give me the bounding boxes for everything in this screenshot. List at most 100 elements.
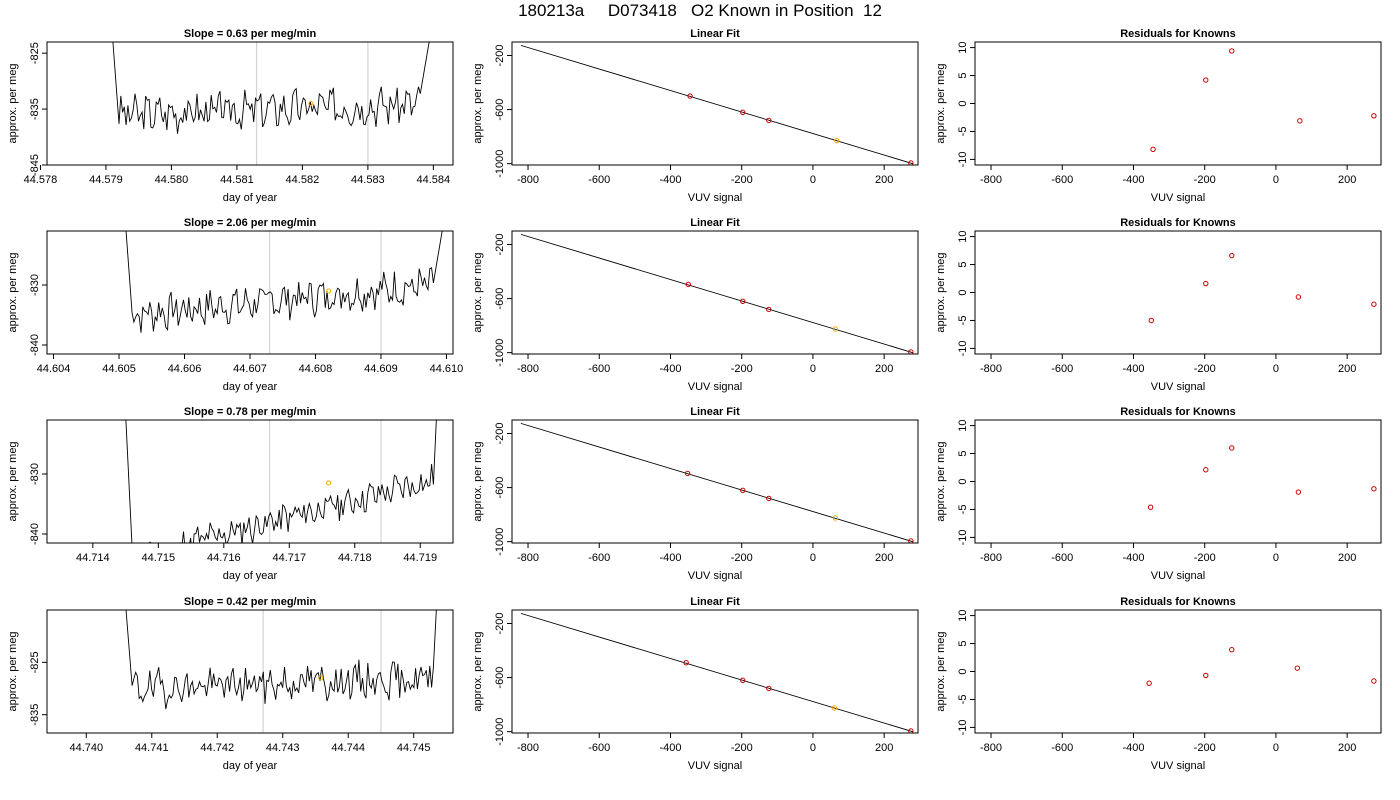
data-point [1294,665,1301,671]
y-tick-label: -10 [957,719,969,735]
x-axis-label: VUV signal [688,570,742,582]
x-axis-label: VUV signal [1151,192,1205,204]
plot-frame [511,230,919,355]
data-point [908,538,914,543]
x-tick-label: 44.744 [331,742,365,754]
x-tick-label: 44.742 [200,742,234,754]
x-tick-label: 44.579 [89,174,123,186]
chart-title: Linear Fit [690,28,740,40]
y-tick-label: -200 [494,234,506,256]
data-point [832,326,839,332]
y-tick-label: 10 [957,230,969,242]
data-point [740,677,746,683]
page-title: 180213a D073418 O2 Known in Position 12 [518,1,882,20]
x-tick-label: 44.607 [233,363,267,375]
x-axis-label: VUV signal [688,381,742,393]
y-tick-label: -1000 [494,718,506,746]
plot-area [125,420,437,543]
plot-frame [974,609,1382,734]
plot-area [125,231,443,354]
y-tick-label: 0 [957,478,969,484]
data-point [766,495,772,502]
x-tick-label: 44.740 [69,742,103,754]
chart-panel-2: Linear Fit -800 -600 -400 -200 0 200 -1000 -600 -… [472,28,919,204]
x-tick-label: 44.741 [135,742,169,754]
x-tick-label: -800 [517,742,539,754]
x-tick-label: 44.578 [24,174,58,186]
data-point [766,117,772,124]
series-line [125,610,437,710]
chart-title: Slope = 0.42 per meg/min [184,596,317,608]
chart-title: Slope = 0.63 per meg/min [184,28,317,40]
x-tick-label: 200 [1338,742,1356,754]
plot-frame [46,41,454,166]
x-tick-label: 44.743 [266,742,300,754]
x-tick-label: -800 [517,552,539,564]
y-tick-label: -1000 [494,339,506,367]
x-axis-label: VUV signal [688,760,742,772]
x-axis-label: VUV signal [688,192,742,204]
x-tick-label: 44.580 [155,174,189,186]
chart-title: Residuals for Knowns [1120,406,1236,418]
data-point [1229,48,1235,54]
y-tick-label: -845 [29,154,41,176]
x-tick-label: -400 [659,742,681,754]
chart-title: Residuals for Knowns [1120,28,1236,40]
plot-frame [511,609,919,734]
y-tick-label: -825 [29,651,41,673]
x-tick-label: 44.581 [220,174,254,186]
x-tick-label: -600 [588,174,610,186]
plot-frame [974,230,1382,355]
data-point [766,685,772,692]
data-point [766,306,772,313]
plot-frame [974,419,1382,544]
x-tick-label: 200 [875,552,893,564]
chart-panel-4: Slope = 2.06 per meg/min 44.604 44.605 44.6… [7,217,463,393]
y-tick-label: -10 [957,529,969,545]
y-tick-label: 10 [957,41,969,53]
x-tick-label: -400 [659,363,681,375]
data-point [908,728,914,733]
plot-frame [46,419,454,544]
x-tick-label: 0 [1273,174,1279,186]
y-tick-label: -600 [494,667,506,689]
plot-area [1147,445,1377,510]
x-tick-label: -600 [1051,552,1073,564]
y-tick-label: 0 [957,289,969,295]
data-point [1148,317,1154,324]
y-axis-label: approx. per meg [7,252,19,332]
data-point [1297,118,1303,124]
data-point [684,470,691,477]
x-tick-label: 44.714 [76,552,110,564]
y-axis-label: approx. per meg [472,631,484,711]
x-tick-label: -200 [1194,363,1216,375]
x-tick-label: 44.583 [351,174,385,186]
x-tick-label: 44.715 [141,552,175,564]
chart-panel-11: Linear Fit -800 -600 -400 -200 0 200 -1000 -600 -… [472,596,919,772]
x-tick-label: 44.584 [417,174,451,186]
chart-panel-10: Slope = 0.42 per meg/min 44.740 44.741 44.7… [7,596,454,772]
chart-panel-5: Linear Fit -800 -600 -400 -200 0 200 -1000 -600 -… [472,217,919,393]
x-axis-label: day of year [223,570,278,582]
plot-frame [46,609,454,734]
y-tick-label: -835 [29,704,41,726]
series-line [125,420,437,543]
known-marker [326,288,332,294]
data-point [908,160,914,165]
x-tick-label: 44.604 [37,363,71,375]
plot-area [520,612,914,733]
x-tick-label: -800 [517,363,539,375]
y-tick-label: -600 [494,477,506,499]
fit-line [520,44,913,165]
chart-title: Linear Fit [690,217,740,229]
chart-title: Slope = 2.06 per meg/min [184,217,317,229]
y-tick-label: -5 [957,695,969,705]
y-tick-label: 0 [957,668,969,674]
plot-area [520,44,914,165]
data-point [687,93,693,99]
x-tick-label: -800 [517,174,539,186]
data-point [1371,678,1377,684]
x-tick-label: -200 [731,363,753,375]
x-tick-label: -600 [588,742,610,754]
data-point [1147,504,1154,510]
